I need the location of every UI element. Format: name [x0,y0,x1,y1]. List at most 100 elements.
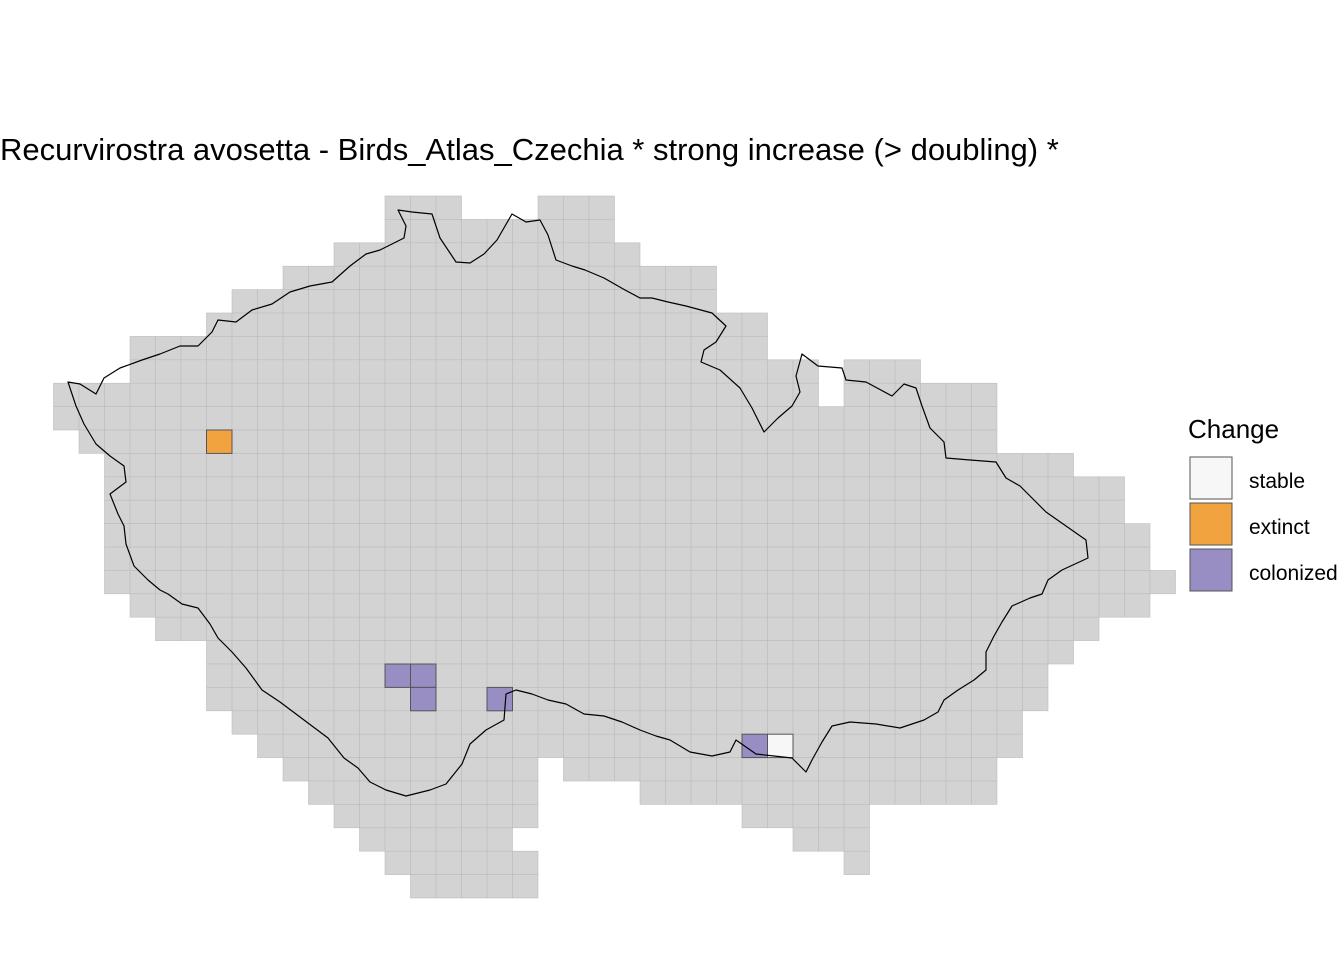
grid-cell [537,359,564,384]
grid-cell [665,546,692,571]
grid-cell [359,312,386,337]
grid-cell [818,663,845,688]
grid-cell [818,523,845,548]
grid-cell [920,476,947,501]
grid-cell [537,499,564,524]
grid-cell [537,733,564,758]
grid-cell [461,359,488,384]
grid-cell [155,523,182,548]
grid-cell [333,687,360,712]
grid-cell [435,336,462,361]
grid-cell [894,640,921,665]
grid-cell [333,453,360,478]
grid-cell [410,336,437,361]
grid-cell [282,593,309,618]
grid-cell [869,687,896,712]
grid-cell [410,476,437,501]
grid-cell [512,289,539,314]
grid-cell [741,476,768,501]
grid-cell [971,499,998,524]
grid-cell [486,874,513,899]
grid-cell [435,874,462,899]
grid-cell [333,593,360,618]
grid-cell [129,382,156,407]
grid-cell [410,710,437,735]
grid-cell [333,663,360,688]
grid-cell [206,406,233,431]
grid-cell [843,476,870,501]
grid-cell [384,780,411,805]
grid-cell [894,453,921,478]
grid-cell [1098,593,1125,618]
grid-cell [665,593,692,618]
grid-cell [257,336,284,361]
grid-cell [461,827,488,852]
grid-cell [257,406,284,431]
grid-cell [537,546,564,571]
grid-cell [971,710,998,735]
grid-cell [843,406,870,431]
grid-cell [639,616,666,641]
grid-cell [308,616,335,641]
grid-cell [486,312,513,337]
grid-cell [792,499,819,524]
grid-cell [665,616,692,641]
legend-label-stable: stable [1249,470,1305,493]
grid-cell [308,382,335,407]
grid-cell [129,429,156,454]
grid-cell [639,523,666,548]
grid-cell [155,382,182,407]
grid-cell [920,546,947,571]
grid-cell [741,663,768,688]
grid-cell [410,289,437,314]
grid-cell [410,757,437,782]
grid-cell [461,640,488,665]
grid-cell [894,382,921,407]
grid-cell [971,780,998,805]
grid-cell [639,289,666,314]
grid-cell [971,570,998,595]
grid-cell [716,687,743,712]
grid-cell [206,616,233,641]
grid-cell [716,499,743,524]
grid-cell [461,616,488,641]
grid-cell [792,476,819,501]
grid-cell [282,265,309,290]
grid-cell [461,219,488,244]
grid-cell [716,359,743,384]
grid-cell [384,499,411,524]
grid-cell [818,406,845,431]
grid-cell [869,640,896,665]
grid-cell [639,382,666,407]
grid-cell [1098,546,1125,571]
grid-cell [537,265,564,290]
grid-cell [894,523,921,548]
grid-cell [588,219,615,244]
grid-cell [818,733,845,758]
grid-cell [971,382,998,407]
grid-cell [665,523,692,548]
grid-cell [384,570,411,595]
grid-cell [588,406,615,431]
grid-cell [894,570,921,595]
grid-cell [843,616,870,641]
grid-cell [282,476,309,501]
atlas-grid [53,195,1176,899]
grid-cell [359,359,386,384]
grid-cell [359,453,386,478]
grid-cell [945,687,972,712]
grid-cell [1124,523,1151,548]
grid-cell [614,499,641,524]
grid-cell [512,265,539,290]
grid-cell [639,336,666,361]
grid-cell [180,359,207,384]
grid-cell [1022,640,1049,665]
grid-cell [512,429,539,454]
grid-cell [435,523,462,548]
grid-cell [716,616,743,641]
grid-cell [639,499,666,524]
grid-cell [486,499,513,524]
grid-cell [461,546,488,571]
grid-cell [563,219,590,244]
grid-cell [155,429,182,454]
